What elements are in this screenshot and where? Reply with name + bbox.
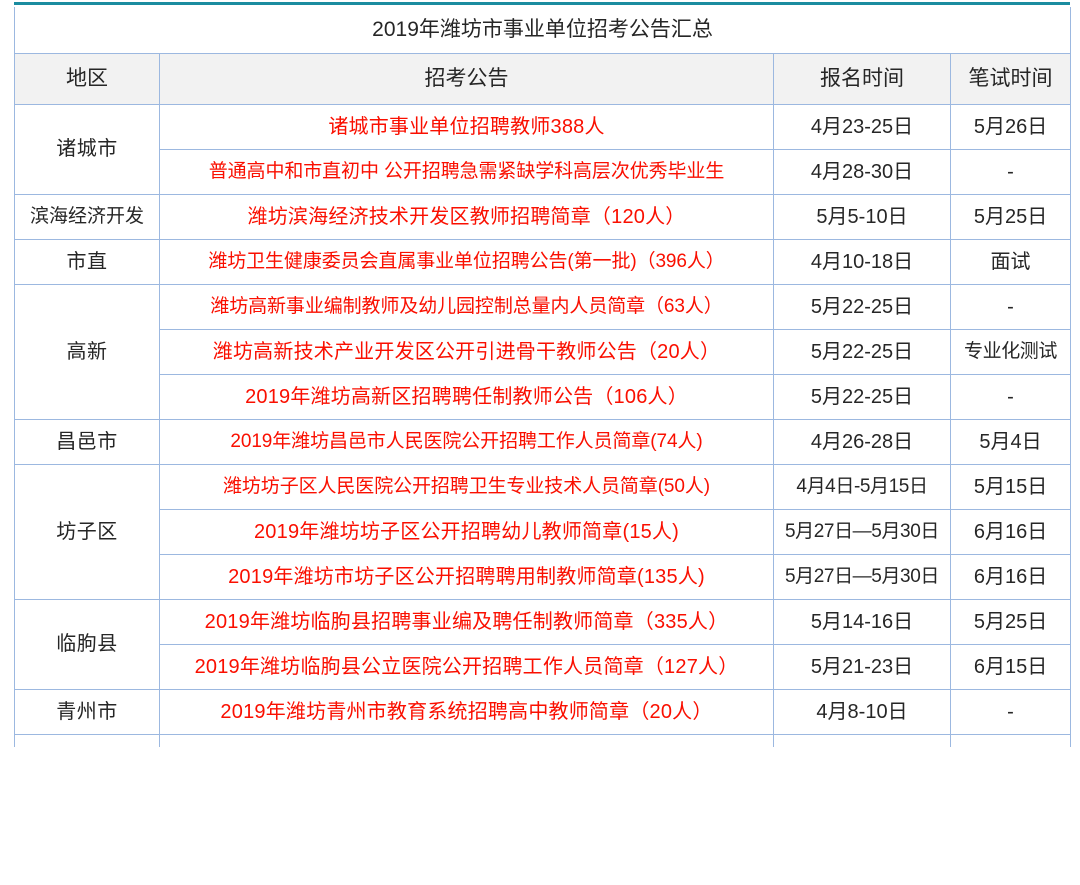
notice-link[interactable]: 潍坊卫生健康委员会直属事业单位招聘公告(第一批)（396人）	[159, 239, 774, 285]
exam-date: 6月16日	[949, 509, 1072, 555]
exam-date: 5月15日	[949, 464, 1072, 510]
table-row: 昌邑市 2019年潍坊昌邑市人民医院公开招聘工作人员简章(74人) 4月26-2…	[14, 419, 1072, 465]
signup-date: 4月26-28日	[773, 419, 951, 465]
notice-link[interactable]: 2019年潍坊临朐县招聘事业编及聘任制教师简章（335人）	[159, 599, 774, 645]
signup-date: 4月8-10日	[773, 689, 951, 735]
region-cell-binhai: 滨海经济开发	[14, 194, 160, 240]
exam-date: -	[949, 284, 1072, 330]
region-cell-linqu: 临朐县	[14, 599, 160, 690]
notice-link[interactable]: 2019年潍坊昌邑市人民医院公开招聘工作人员简章(74人)	[159, 419, 774, 465]
page-title: 2019年潍坊市事业单位招考公告汇总	[13, 7, 1072, 54]
region-cell-clipped	[14, 734, 160, 747]
exam-date: 6月16日	[949, 554, 1072, 600]
exam-date: 6月15日	[949, 644, 1072, 690]
column-header-notice: 招考公告	[159, 53, 774, 105]
signup-clipped	[773, 734, 951, 747]
signup-date: 5月22-25日	[773, 374, 951, 420]
table-row: 2019年潍坊临朐县公立医院公开招聘工作人员简章（127人） 5月21-23日 …	[15, 644, 1072, 690]
table-row: 潍坊高新技术产业开发区公开引进骨干教师公告（20人） 5月22-25日 专业化测…	[15, 329, 1072, 375]
table-row: 市直 潍坊卫生健康委员会直属事业单位招聘公告(第一批)（396人） 4月10-1…	[14, 239, 1072, 285]
signup-date: 4月23-25日	[773, 104, 951, 150]
notice-clipped	[159, 734, 774, 747]
announcement-table: 2019年潍坊市事业单位招考公告汇总 地区 招考公告 报名时间 笔试时间 诸城市…	[13, 7, 1072, 747]
signup-date: 5月22-25日	[773, 284, 951, 330]
signup-date: 5月27日—5月30日	[773, 509, 951, 555]
table-header-row: 地区 招考公告 报名时间 笔试时间	[14, 53, 1072, 105]
signup-date: 4月4日-5月15日	[773, 464, 951, 510]
column-header-region: 地区	[14, 53, 160, 105]
exam-date: 5月26日	[949, 104, 1072, 150]
notice-link[interactable]: 诸城市事业单位招聘教师388人	[159, 104, 774, 150]
exam-date: 面试	[949, 239, 1072, 285]
exam-date: -	[949, 689, 1072, 735]
table-row: 高新 潍坊高新事业编制教师及幼儿园控制总量内人员简章（63人） 5月22-25日…	[14, 284, 1072, 420]
table-row: 2019年潍坊坊子区公开招聘幼儿教师简章(15人) 5月27日—5月30日 6月…	[15, 509, 1072, 555]
notice-link[interactable]: 潍坊高新技术产业开发区公开引进骨干教师公告（20人）	[159, 329, 774, 375]
accent-top-rule	[14, 2, 1070, 5]
signup-date: 5月5-10日	[773, 194, 951, 240]
table-row: 青州市 2019年潍坊青州市教育系统招聘高中教师简章（20人） 4月8-10日 …	[14, 689, 1072, 735]
exam-date: -	[949, 149, 1072, 195]
signup-date: 4月10-18日	[773, 239, 951, 285]
region-cell-zhucheng: 诸城市	[14, 104, 160, 195]
exam-date: 5月4日	[949, 419, 1072, 465]
exam-date: 5月25日	[949, 194, 1072, 240]
table-row: 滨海经济开发 潍坊滨海经济技术开发区教师招聘简章（120人） 5月5-10日 5…	[14, 194, 1072, 240]
table-row-clipped	[14, 734, 1072, 747]
notice-link[interactable]: 2019年潍坊高新区招聘聘任制教师公告（106人）	[159, 374, 774, 420]
region-cell-fangzi: 坊子区	[14, 464, 160, 600]
exam-date: 5月25日	[949, 599, 1072, 645]
region-cell-qingzhou: 青州市	[14, 689, 160, 735]
notice-link[interactable]: 潍坊坊子区人民医院公开招聘卫生专业技术人员简章(50人)	[159, 464, 774, 510]
signup-date: 5月14-16日	[773, 599, 951, 645]
region-cell-gaoxin: 高新	[14, 284, 160, 420]
table-row: 坊子区 潍坊坊子区人民医院公开招聘卫生专业技术人员简章(50人) 4月4日-5月…	[14, 464, 1072, 600]
table-row: 临朐县 2019年潍坊临朐县招聘事业编及聘任制教师简章（335人） 5月14-1…	[14, 599, 1072, 690]
signup-date: 5月21-23日	[773, 644, 951, 690]
notice-link[interactable]: 2019年潍坊临朐县公立医院公开招聘工作人员简章（127人）	[159, 644, 774, 690]
table-row: 2019年潍坊高新区招聘聘任制教师公告（106人） 5月22-25日 -	[15, 374, 1072, 420]
table-row: 普通高中和市直初中 公开招聘急需紧缺学科高层次优秀毕业生 4月28-30日 -	[15, 149, 1072, 195]
column-header-exam: 笔试时间	[949, 53, 1072, 105]
notice-link[interactable]: 普通高中和市直初中 公开招聘急需紧缺学科高层次优秀毕业生	[159, 149, 774, 195]
exam-date: -	[949, 374, 1072, 420]
signup-date: 4月28-30日	[773, 149, 951, 195]
region-cell-shizhi: 市直	[14, 239, 160, 285]
signup-date: 5月27日—5月30日	[773, 554, 951, 600]
signup-date: 5月22-25日	[773, 329, 951, 375]
exam-date: 专业化测试	[949, 329, 1072, 375]
notice-link[interactable]: 2019年潍坊青州市教育系统招聘高中教师简章（20人）	[159, 689, 774, 735]
table-title-row: 2019年潍坊市事业单位招考公告汇总	[13, 7, 1072, 54]
notice-link[interactable]: 2019年潍坊市坊子区公开招聘聘用制教师简章(135人)	[159, 554, 774, 600]
region-cell-changyi: 昌邑市	[14, 419, 160, 465]
notice-link[interactable]: 2019年潍坊坊子区公开招聘幼儿教师简章(15人)	[159, 509, 774, 555]
exam-clipped	[949, 734, 1072, 747]
notice-link[interactable]: 潍坊滨海经济技术开发区教师招聘简章（120人）	[159, 194, 774, 240]
table-row: 2019年潍坊市坊子区公开招聘聘用制教师简章(135人) 5月27日—5月30日…	[15, 554, 1072, 600]
table-row: 诸城市 诸城市事业单位招聘教师388人 4月23-25日 5月26日	[14, 104, 1072, 195]
column-header-signup: 报名时间	[773, 53, 951, 105]
notice-link[interactable]: 潍坊高新事业编制教师及幼儿园控制总量内人员简章（63人）	[159, 284, 774, 330]
